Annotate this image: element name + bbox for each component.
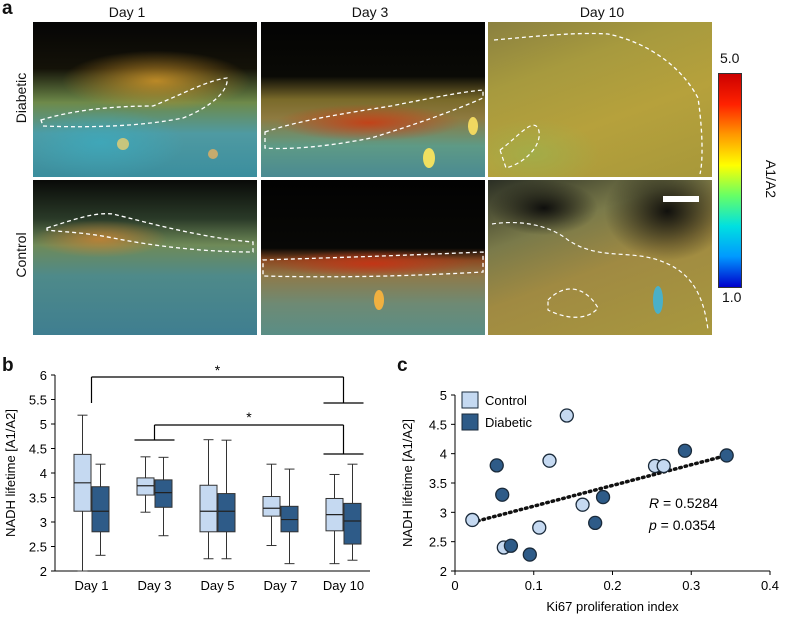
image-control-day10: [488, 180, 712, 335]
colorbar: [718, 73, 742, 288]
r-symbol: R: [649, 495, 659, 511]
box-diabetic: [343, 502, 362, 545]
y-tick-label: 4: [40, 466, 47, 481]
y-tick-label: 2.5: [429, 535, 447, 550]
box-diabetic: [217, 493, 236, 533]
box-control: [199, 484, 218, 533]
panel-a-letter: a: [2, 0, 13, 19]
x-tick-label: Day 5: [201, 578, 235, 593]
column-title-day10: Day 10: [579, 4, 625, 20]
image-control-day1: [33, 180, 257, 335]
x-tick-label: Day 7: [264, 578, 298, 593]
column-title-day3: Day 3: [351, 4, 389, 20]
box-control: [136, 477, 155, 496]
point-diabetic: [588, 515, 603, 531]
colorbar-max-label: 5.0: [720, 50, 740, 66]
point-control: [542, 453, 557, 468]
x-tick-label: 0.1: [525, 578, 543, 593]
significance-star: *: [246, 409, 252, 425]
p-value: = 0.0354: [657, 517, 716, 533]
p-symbol: p: [648, 517, 657, 533]
scatter-chart: 2 2.5 3 3.5 4 4.5 5 0 0.1 0.2 0.3 0.4 Ki67 prolifera…: [400, 388, 779, 614]
point-diabetic: [719, 448, 734, 463]
panel-b-letter: b: [2, 355, 14, 376]
point-control: [532, 520, 547, 535]
y-tick-label: 5.5: [29, 393, 47, 408]
box-plot-chart: 2 2.5 3 3.5 4 4.5 5 5.5 6 NADH lifetime [A1/A2] Da…: [3, 362, 370, 593]
box-diabetic: [91, 486, 110, 533]
y-tick-label: 4.5: [29, 442, 47, 457]
point-diabetic: [489, 458, 504, 473]
image-diabetic-day3: [261, 22, 485, 177]
image-diabetic-day1: [33, 22, 257, 177]
colorbar-title: A1/A2: [763, 159, 779, 199]
point-control: [465, 512, 480, 528]
y-tick-label: 2: [440, 564, 447, 579]
x-tick-label: 0.2: [603, 578, 621, 593]
point-diabetic: [677, 443, 693, 458]
box-diabetic: [154, 479, 173, 508]
column-title-day1: Day 1: [108, 4, 146, 20]
point-control: [575, 497, 590, 512]
y-tick-label: 3.5: [29, 491, 47, 506]
point-diabetic: [495, 487, 510, 502]
y-tick-label: 5: [40, 417, 47, 432]
scale-bar: [663, 196, 699, 202]
point-diabetic: [503, 538, 519, 553]
y-tick-label: 4: [440, 447, 447, 462]
row-label-control: Control: [13, 232, 29, 278]
y-tick-label: 3.5: [429, 476, 447, 491]
y-tick-label: 5: [440, 388, 447, 403]
x-axis-label: Ki67 proliferation index: [546, 599, 679, 614]
x-tick-label: 0.3: [682, 578, 700, 593]
y-tick-label: 6: [40, 368, 47, 383]
row-label-diabetic: Diabetic: [13, 72, 29, 124]
point-diabetic: [522, 547, 537, 562]
x-tick-label: 0: [451, 578, 458, 593]
p-value-annotation: p = 0.0354: [648, 517, 716, 533]
x-tick-label: Day 3: [138, 578, 172, 593]
x-tick-label: 0.4: [761, 578, 779, 593]
y-tick-label: 4.5: [429, 417, 447, 432]
y-tick-label: 2.5: [29, 540, 47, 555]
colorbar-min-label: 1.0: [722, 289, 742, 305]
y-axis-label: NADH lifetime [A1/A2]: [400, 419, 415, 547]
image-diabetic-day10: [488, 22, 712, 177]
r-value-annotation: R = 0.5284: [649, 495, 718, 511]
legend-label-diabetic: Diabetic: [485, 415, 532, 430]
trendline: [470, 453, 729, 525]
x-tick-label: Day 1: [75, 578, 109, 593]
image-control-day3: [261, 180, 485, 335]
point-control: [656, 458, 671, 474]
legend-label-control: Control: [485, 393, 527, 408]
x-tick-label: Day 10: [323, 578, 364, 593]
legend-swatch-control: [461, 391, 479, 409]
panel-c-letter: c: [397, 355, 408, 376]
y-tick-label: 3: [40, 515, 47, 530]
significance-star: *: [215, 362, 221, 378]
point-control: [559, 408, 574, 423]
legend-swatch-diabetic: [461, 413, 479, 431]
y-axis-label: NADH lifetime [A1/A2]: [3, 409, 18, 537]
r-value: = 0.5284: [659, 495, 718, 511]
y-tick-label: 2: [40, 564, 47, 579]
box-control: [262, 496, 281, 517]
point-diabetic: [595, 489, 611, 505]
y-tick-label: 3: [440, 505, 447, 520]
